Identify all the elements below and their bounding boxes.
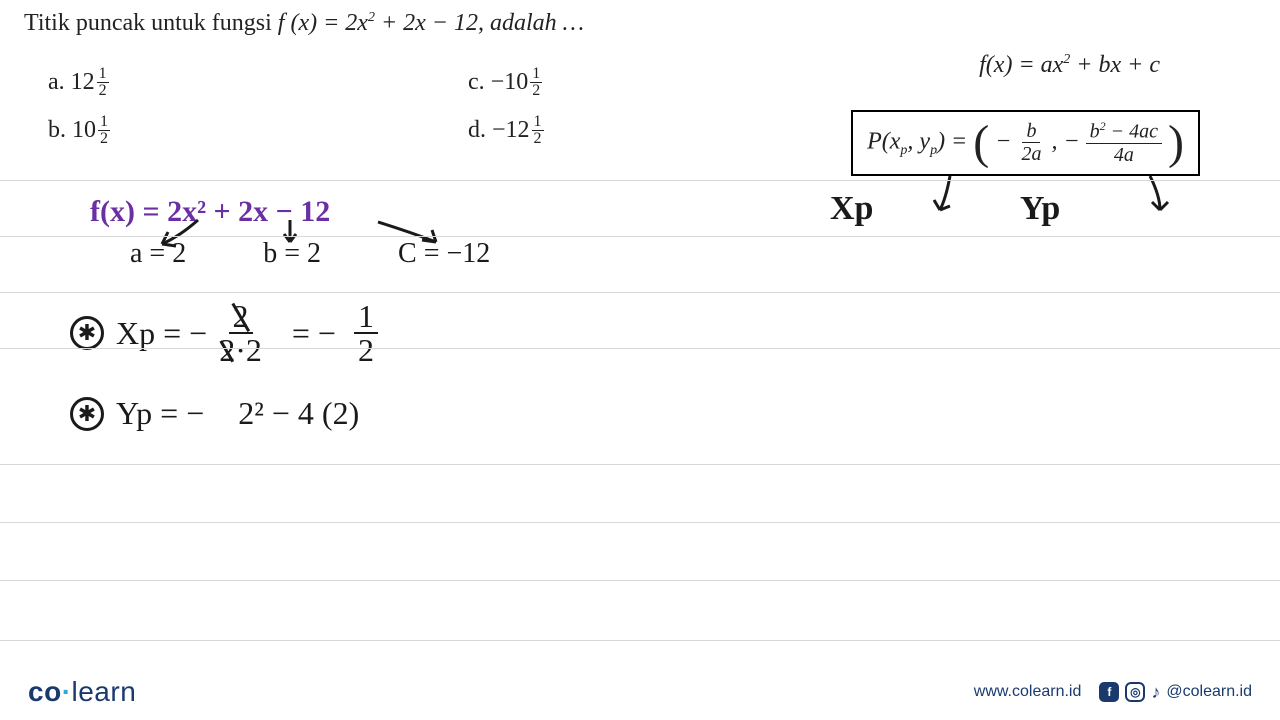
question-text: Titik puncak untuk fungsi f (x) = 2x2 + … [24,10,584,37]
fraction-b-2a: b2a [1017,120,1045,165]
formula-vertex-box: P(xp, yp) = ( − b2a , − b2 − 4ac 4a ) [851,110,1200,176]
formula-general: f(x) = ax2 + bx + c [979,52,1160,79]
formula-general-rhs: + bx + c [1070,52,1160,78]
hw-c: C = −12 [398,238,490,269]
answer-options: a. 12 12 c. −10 12 b. 10 12 d. −12 12 [48,58,888,154]
hw-frac-xp-res: 1 2 [354,300,378,366]
comma: , [1051,128,1063,154]
option-row-2: b. 10 12 d. −12 12 [48,106,888,154]
footer-handle: @colearn.id [1166,683,1252,701]
tiktok-icon: ♪ [1151,682,1160,702]
ruled-line [0,292,1280,293]
hw-xp-eq: Xp = − [116,315,207,352]
ruled-line [0,522,1280,523]
sub-p: p [930,143,937,158]
fraction-discriminant: b2 − 4ac 4a [1086,120,1162,166]
option-a: a. 12 12 [48,58,468,106]
formula-general-lhs: f(x) = ax [979,52,1063,78]
hw-frac-xp: 2 2·2 [215,300,266,366]
hw-yp-calc: ✱ Yp = − 2² − 4 (2) [70,395,359,432]
page: Titik puncak untuk fungsi f (x) = 2x2 + … [0,0,1280,720]
fraction-icon: 12 [97,66,109,99]
footer-right: www.colearn.id f ◎ ♪ @colearn.id [974,682,1252,702]
question-func: f (x) = 2x [278,10,368,36]
hw-a: a = 2 [130,238,186,269]
minus-sign: − [1063,128,1079,154]
footer-url: www.colearn.id [974,683,1082,701]
hw-xp-label: Xp [830,190,873,228]
ruled-line [0,348,1280,349]
ruled-line [0,180,1280,181]
question-prefix: Titik puncak untuk fungsi [24,10,278,36]
hw-xp-calc: ✱ Xp = − 2 2·2 = − 1 2 [70,300,378,366]
brand-dot: · [62,676,72,707]
paren-right-icon: ) [1168,116,1184,169]
formula-vertex-eq: ) = [937,128,973,154]
footer: co·learn www.colearn.id f ◎ ♪ @colearn.i… [0,664,1280,720]
hw-b: b = 2 [263,238,321,269]
hw-yp-label: Yp [1020,190,1060,228]
social-icons: f ◎ ♪ @colearn.id [1099,682,1252,702]
formula-vertex-mid: , y [907,128,930,154]
question-rest: + 2x − 12, adalah … [381,10,584,36]
fraction-icon: 12 [530,66,542,99]
option-a-label: a. 12 [48,69,95,96]
minus-sign: − [995,128,1011,154]
hw-coeffs: a = 2 b = 2 C = −12 [130,238,490,270]
formula-vertex-lhs: P(x [867,128,900,154]
hw-yp-num: 2² − 4 (2) [238,395,359,432]
brand-learn: learn [72,676,137,707]
ruled-line [0,580,1280,581]
hw-yp-eq: Yp = − [116,395,204,432]
option-b: b. 10 12 [48,106,468,154]
paren-left-icon: ( [973,116,989,169]
ruled-line [0,464,1280,465]
hw-xp-res-eq: = − [292,315,336,352]
hw-fx: f(x) = 2x² + 2x − 12 [90,195,330,229]
bullet-star-icon: ✱ [70,397,104,431]
fraction-icon: 12 [98,114,110,147]
option-row-1: a. 12 12 c. −10 12 [48,58,888,106]
brand-co: co [28,676,62,707]
ruled-line [0,236,1280,237]
brand-logo: co·learn [28,676,136,708]
bullet-star-icon: ✱ [70,316,104,350]
option-d-label: d. −12 [468,117,530,144]
option-c-label: c. −10 [468,69,528,96]
option-b-label: b. 10 [48,117,96,144]
ruled-line [0,640,1280,641]
fraction-icon: 12 [532,114,544,147]
option-d: d. −12 12 [468,106,888,154]
facebook-icon: f [1099,682,1119,702]
question-sq: 2 [368,10,375,25]
option-c: c. −10 12 [468,58,888,106]
instagram-icon: ◎ [1125,682,1145,702]
